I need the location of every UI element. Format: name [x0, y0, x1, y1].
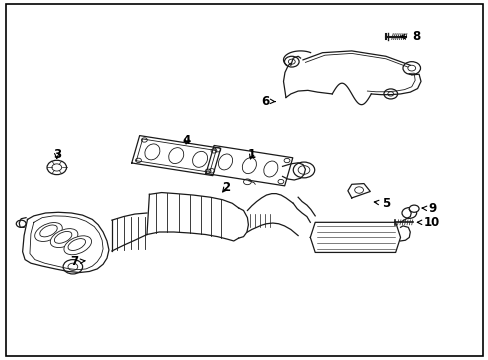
Circle shape	[402, 62, 420, 75]
Circle shape	[408, 205, 418, 212]
Ellipse shape	[64, 236, 91, 255]
Circle shape	[47, 160, 66, 175]
Circle shape	[383, 89, 397, 99]
Text: 7: 7	[71, 255, 85, 268]
Text: 8: 8	[400, 30, 419, 43]
Ellipse shape	[35, 222, 62, 242]
Text: 9: 9	[421, 202, 435, 215]
Text: 5: 5	[373, 197, 389, 210]
Text: 4: 4	[183, 134, 191, 147]
Circle shape	[16, 220, 26, 227]
Text: 6: 6	[261, 95, 275, 108]
Circle shape	[63, 260, 82, 274]
Circle shape	[401, 208, 416, 219]
Text: 3: 3	[53, 148, 61, 161]
Circle shape	[284, 56, 299, 67]
Ellipse shape	[50, 229, 78, 248]
Text: 1: 1	[247, 148, 255, 161]
Circle shape	[293, 162, 314, 178]
Text: 2: 2	[222, 181, 229, 194]
Text: 10: 10	[417, 216, 440, 229]
